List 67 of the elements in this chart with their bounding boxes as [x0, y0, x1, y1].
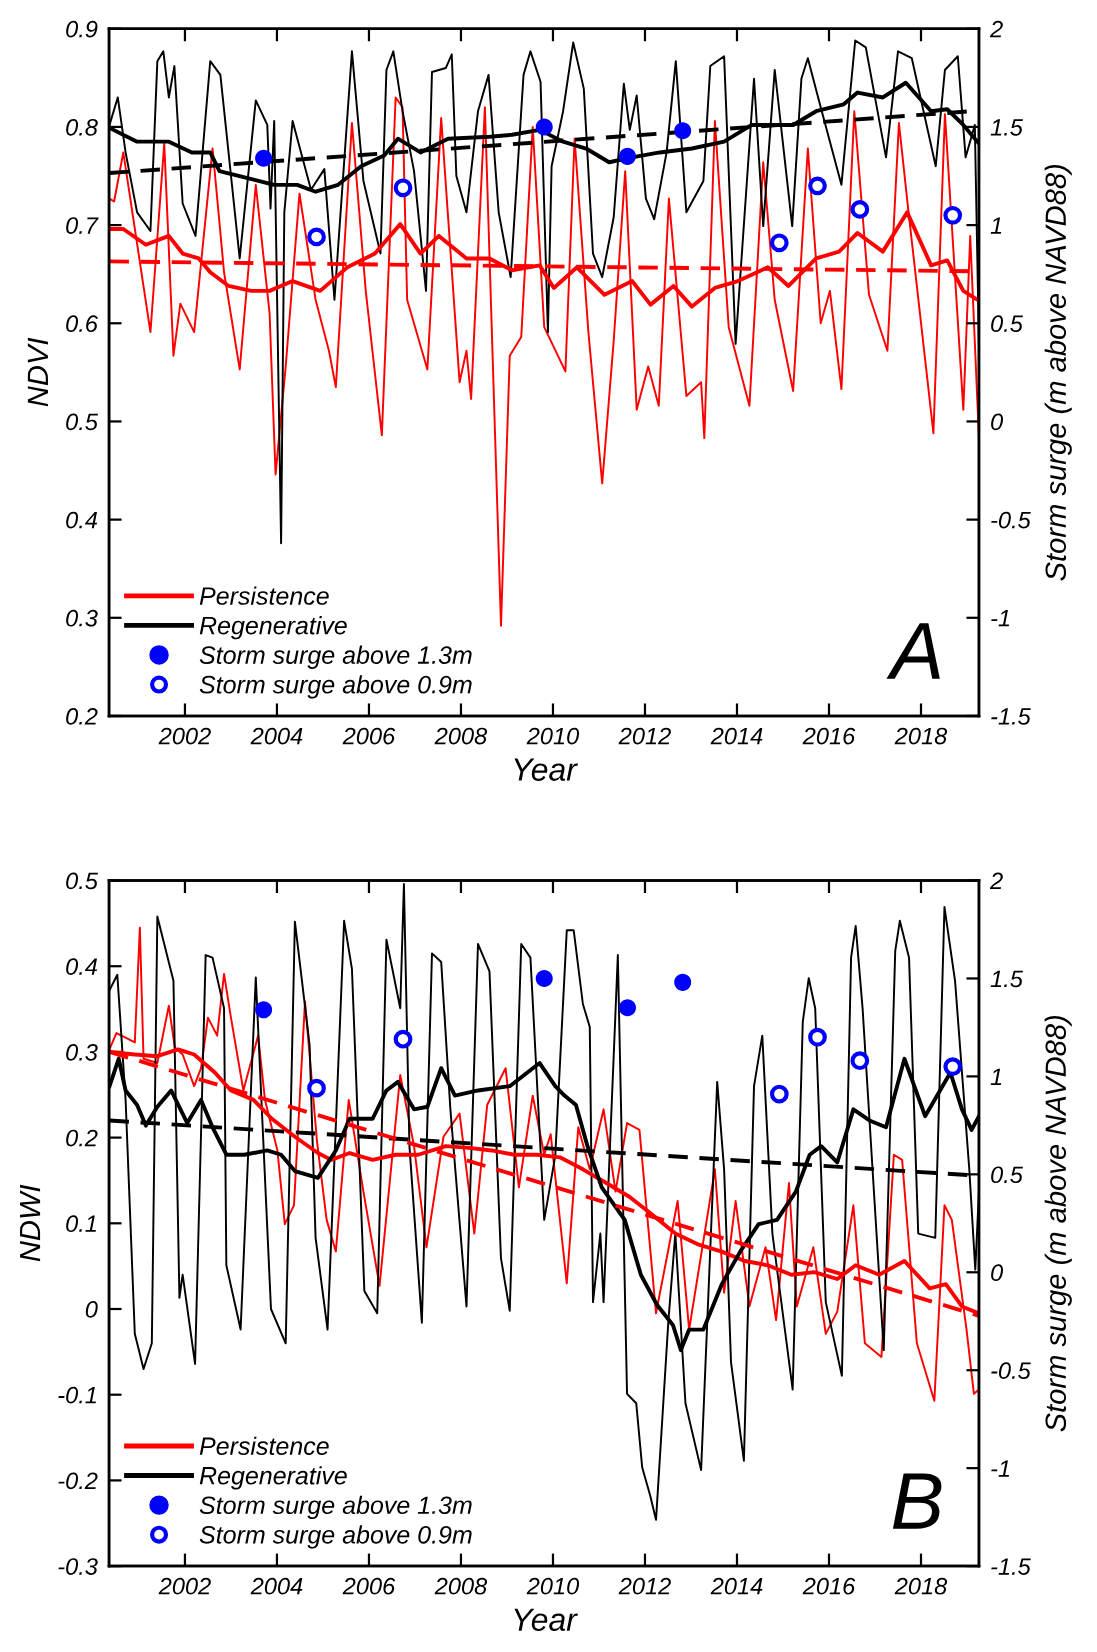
y2-tick-label: 0.5: [991, 1166, 1023, 1184]
y-tick-label: 0.9: [66, 20, 98, 38]
y2-tick-label: 1: [990, 217, 1002, 234]
y2-tick-label: -1: [991, 610, 1010, 627]
y2-tick-label: 1.5: [990, 970, 1023, 988]
y-tick-label: 0.4: [66, 511, 98, 529]
y2-axis-title: Storm surge (m above NAVD88): [1044, 164, 1072, 581]
x-tick-label: 2010: [526, 1577, 580, 1595]
y-tick-label: 0.2: [66, 708, 98, 725]
y-axis-title: NDVI: [27, 337, 48, 407]
y-tick-label: 0.6: [66, 315, 98, 333]
legend-label: Regenerative: [199, 1466, 347, 1490]
legend-label: Persistence: [199, 1436, 329, 1455]
y2-tick-label: 0: [991, 413, 1004, 431]
x-tick-label: 2014: [710, 727, 763, 745]
y2-tick-label: -1.5: [991, 1558, 1031, 1575]
y-tick-label: -0.2: [58, 1472, 98, 1490]
legend-label: Storm surge above 1.3m: [199, 645, 472, 669]
y-tick-label: -0.3: [58, 1558, 98, 1575]
y-tick-label: 0: [85, 1301, 98, 1318]
legend-label: Storm surge above 1.3m: [199, 1495, 472, 1520]
y2-tick-label: 2: [989, 20, 1003, 38]
x-tick-label: 2004: [250, 727, 303, 745]
x-tick-label: 2018: [894, 1577, 948, 1595]
y-axis-title: NDWI: [20, 1184, 41, 1262]
y-tick-label: -0.1: [58, 1386, 96, 1404]
x-tick-label: 2002: [158, 727, 211, 745]
x-tick-label: 2018: [894, 727, 948, 745]
y2-tick-label: 0: [991, 1264, 1004, 1282]
legend-label: Persistence: [199, 586, 329, 605]
y-tick-label: 0.1: [66, 1215, 96, 1233]
y-tick-label: 0.2: [66, 1129, 98, 1147]
x-tick-label: 2012: [618, 727, 671, 745]
legend-label: Regenerative: [199, 616, 347, 640]
y-tick-label: 0.3: [66, 1043, 98, 1061]
x-axis-title: Year: [514, 1608, 578, 1632]
annotation: B: [892, 1473, 942, 1529]
x-tick-label: 2012: [618, 1577, 671, 1595]
y-tick-label: 0.8: [66, 118, 98, 136]
y2-tick-label: -0.5: [991, 1362, 1031, 1379]
y2-tick-label: 1: [990, 1068, 1002, 1085]
legend-label: Storm surge above 0.9m: [199, 675, 472, 699]
x-tick-label: 2016: [802, 727, 856, 745]
y2-tick-label: -0.5: [991, 511, 1031, 529]
x-tick-label: 2014: [710, 1577, 763, 1595]
x-tick-label: 2010: [526, 727, 580, 745]
legend-label: Storm surge above 0.9m: [199, 1525, 472, 1549]
annotation: A: [886, 623, 940, 679]
y2-tick-label: -1.5: [991, 708, 1031, 725]
y2-axis-title: Storm surge (m above NAVD88): [1044, 1015, 1072, 1432]
x-axis-title: Year: [514, 758, 578, 781]
y-tick-label: 0.5: [66, 872, 98, 890]
y-tick-label: 0.5: [66, 413, 98, 431]
y-tick-label: 0.4: [66, 958, 98, 975]
y2-tick-label: 0.5: [991, 315, 1023, 333]
y2-tick-label: 2: [989, 872, 1003, 890]
x-tick-label: 2008: [434, 1577, 488, 1595]
x-tick-label: 2008: [434, 727, 488, 745]
y2-tick-label: 1.5: [990, 119, 1023, 136]
y2-tick-label: -1: [991, 1460, 1010, 1477]
x-tick-label: 2016: [802, 1577, 856, 1595]
x-tick-label: 2004: [250, 1577, 303, 1595]
x-tick-label: 2002: [158, 1577, 211, 1595]
x-tick-label: 2006: [342, 1577, 396, 1595]
y-tick-label: 0.7: [66, 217, 99, 234]
y-tick-label: 0.3: [66, 609, 98, 627]
x-tick-label: 2006: [342, 727, 396, 745]
